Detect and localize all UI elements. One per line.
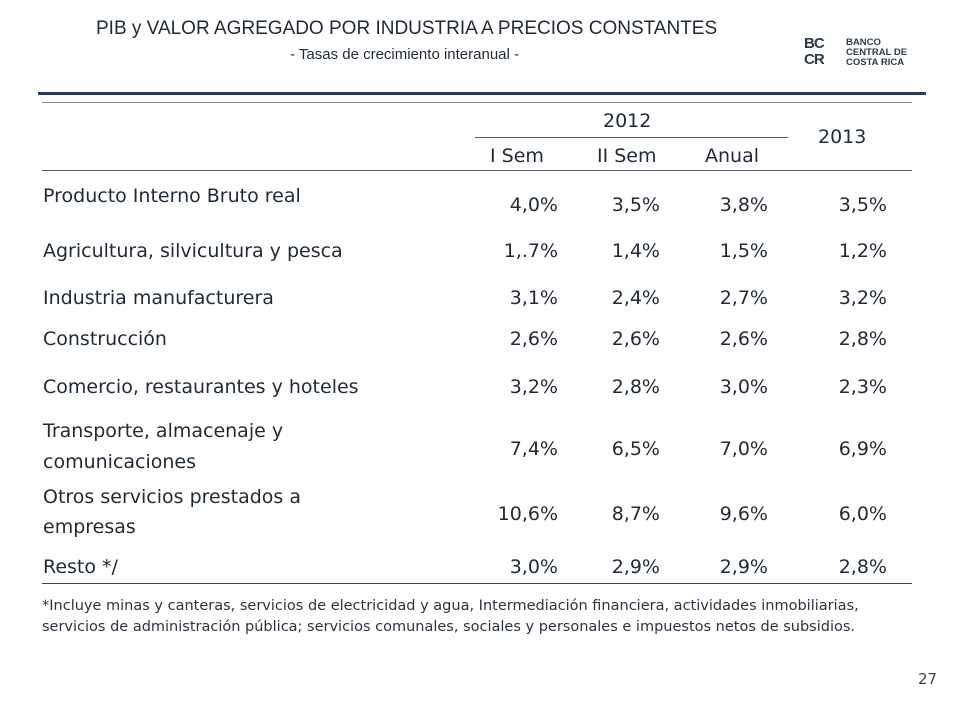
cell-ii-sem: 2,8% bbox=[611, 376, 660, 398]
cell-i-sem: 10,6% bbox=[497, 503, 558, 525]
cell-2013: 3,5% bbox=[838, 194, 887, 216]
cell-i-sem: 3,0% bbox=[509, 556, 558, 578]
cell-ii-sem: 2,6% bbox=[611, 328, 660, 350]
cell-ii-sem: 6,5% bbox=[611, 438, 660, 460]
row-label: Resto */ bbox=[43, 556, 118, 578]
footnote-line-1: *Incluye minas y canteras, servicios de … bbox=[42, 598, 859, 614]
header-i-sem: I Sem bbox=[490, 145, 544, 167]
header-anual: Anual bbox=[705, 145, 760, 167]
header-bottom-border bbox=[42, 170, 912, 171]
top-rule bbox=[38, 92, 926, 95]
cell-2013: 2,3% bbox=[838, 376, 887, 398]
cell-i-sem: 3,1% bbox=[509, 287, 558, 309]
bccr-logo: BC CR BANCO CENTRAL DE COSTA RICA bbox=[804, 34, 944, 74]
cell-i-sem: 7,4% bbox=[509, 438, 558, 460]
cell-anual: 2,9% bbox=[719, 556, 768, 578]
header-ii-sem: II Sem bbox=[597, 145, 657, 167]
cell-anual: 3,8% bbox=[719, 194, 768, 216]
logo-mark: BC CR bbox=[804, 35, 825, 68]
cell-i-sem: 3,2% bbox=[509, 376, 558, 398]
cell-anual: 9,6% bbox=[719, 503, 768, 525]
cell-anual: 2,6% bbox=[719, 328, 768, 350]
cell-ii-sem: 8,7% bbox=[611, 503, 660, 525]
page-number: 27 bbox=[918, 670, 938, 688]
cell-i-sem: 2,6% bbox=[509, 328, 558, 350]
cell-2013: 6,9% bbox=[838, 438, 887, 460]
header-2012-underline bbox=[475, 137, 788, 138]
cell-2013: 2,8% bbox=[838, 556, 887, 578]
cell-ii-sem: 3,5% bbox=[611, 194, 660, 216]
logo-text: BANCO CENTRAL DE COSTA RICA bbox=[846, 38, 942, 68]
table-top-border bbox=[42, 102, 912, 103]
slide-subtitle: - Tasas de crecimiento interanual - bbox=[290, 46, 519, 63]
row-label-line-1: Transporte, almacenaje y bbox=[43, 420, 284, 442]
row-label: Industria manufacturera bbox=[43, 287, 274, 309]
cell-anual: 7,0% bbox=[719, 438, 768, 460]
row-label: Producto Interno Bruto real bbox=[43, 185, 301, 207]
table-bottom-border bbox=[42, 583, 912, 584]
cell-i-sem: 4,0% bbox=[509, 194, 558, 216]
header-2013: 2013 bbox=[818, 126, 867, 148]
cell-anual: 1,5% bbox=[719, 240, 768, 262]
footnote-line-2: servicios de administración pública; ser… bbox=[42, 619, 856, 635]
cell-ii-sem: 2,9% bbox=[611, 556, 660, 578]
cell-anual: 2,7% bbox=[719, 287, 768, 309]
logo-text-line-1: BANCO bbox=[846, 37, 881, 48]
row-label: Comercio, restaurantes y hoteles bbox=[43, 376, 359, 398]
cell-ii-sem: 2,4% bbox=[611, 287, 660, 309]
cell-i-sem: 1,.7% bbox=[503, 240, 558, 262]
header-2012: 2012 bbox=[603, 110, 652, 132]
row-label-line-2: empresas bbox=[43, 516, 136, 538]
cell-anual: 3,0% bbox=[719, 376, 768, 398]
cell-2013: 6,0% bbox=[838, 503, 887, 525]
logo-text-line-2: CENTRAL DE bbox=[846, 47, 908, 58]
slide-title: PIB y VALOR AGREGADO POR INDUSTRIA A PRE… bbox=[96, 18, 718, 39]
row-label-line-1: Otros servicios prestados a bbox=[43, 486, 301, 508]
row-label: Agricultura, silvicultura y pesca bbox=[43, 240, 343, 262]
row-label-line-2: comunicaciones bbox=[43, 451, 197, 473]
cell-ii-sem: 1,4% bbox=[611, 240, 660, 262]
cell-2013: 3,2% bbox=[838, 287, 887, 309]
footnote: *Incluye minas y canteras, servicios de … bbox=[42, 596, 942, 638]
cell-2013: 1,2% bbox=[838, 240, 887, 262]
logo-text-line-3: COSTA RICA bbox=[846, 57, 905, 68]
row-label: Construcción bbox=[43, 328, 167, 350]
cell-2013: 2,8% bbox=[838, 328, 887, 350]
